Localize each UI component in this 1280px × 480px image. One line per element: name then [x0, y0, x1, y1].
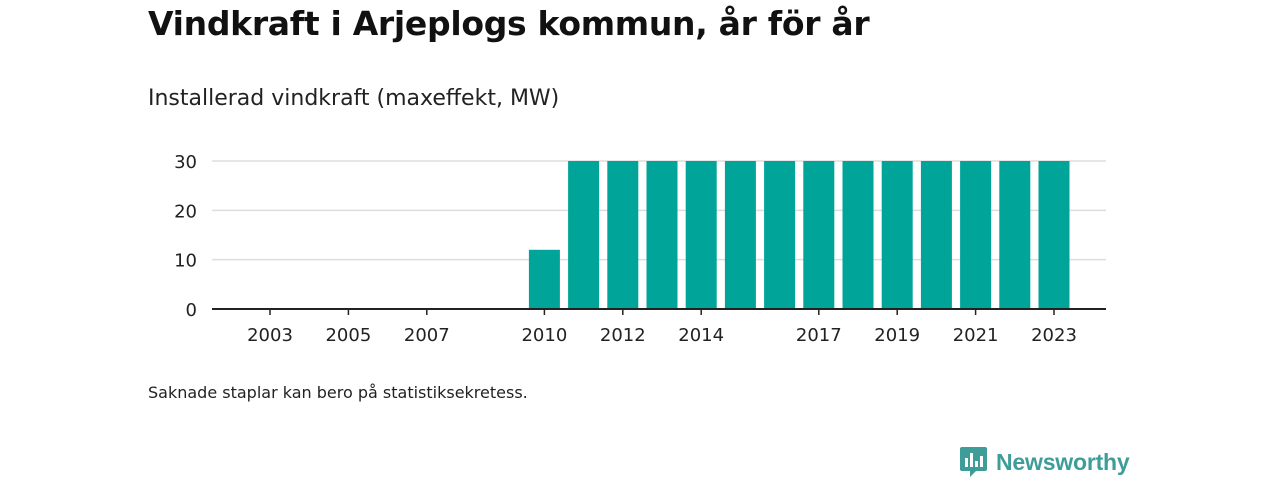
- bar-2018[interactable]: [842, 161, 874, 309]
- bar-2020[interactable]: [920, 161, 952, 309]
- bar-2010[interactable]: [528, 249, 560, 309]
- bar-2013[interactable]: [646, 161, 678, 309]
- bar-2014[interactable]: [685, 161, 717, 309]
- brand-name: Newsworthy: [996, 448, 1130, 475]
- x-tick-label: 2007: [404, 325, 450, 346]
- bar-2022[interactable]: [999, 161, 1031, 309]
- x-tick-label: 2014: [678, 325, 724, 346]
- bar-2019[interactable]: [881, 161, 913, 309]
- x-tick-label: 2010: [521, 325, 567, 346]
- bar-2012[interactable]: [607, 161, 639, 309]
- y-tick-label: 10: [174, 251, 197, 272]
- y-tick-label: 0: [186, 300, 197, 321]
- bar-2016[interactable]: [764, 161, 796, 309]
- x-tick-label: 2005: [325, 325, 371, 346]
- bar-2015[interactable]: [724, 161, 756, 309]
- y-tick-label: 30: [174, 152, 197, 173]
- x-tick-label: 2003: [247, 325, 293, 346]
- bar-2011[interactable]: [568, 161, 600, 309]
- bar-2021[interactable]: [960, 161, 992, 309]
- x-tick-label: 2021: [953, 325, 999, 346]
- x-tick-label: 2012: [600, 325, 646, 346]
- newsworthy-logo-icon: [960, 447, 987, 477]
- chart-title: Vindkraft i Arjeplogs kommun, år för år: [148, 4, 870, 43]
- x-tick-label: 2019: [874, 325, 920, 346]
- brand-logo[interactable]: Newsworthy: [960, 446, 1130, 478]
- x-tick-label: 2023: [1031, 325, 1077, 346]
- chart-subtitle: Installerad vindkraft (maxeffekt, MW): [148, 86, 560, 111]
- footnote: Saknade staplar kan bero på statistiksek…: [148, 383, 528, 402]
- bar-2023[interactable]: [1038, 161, 1070, 309]
- y-tick-label: 20: [174, 201, 197, 222]
- bar-2017[interactable]: [803, 161, 835, 309]
- x-tick-label: 2017: [796, 325, 842, 346]
